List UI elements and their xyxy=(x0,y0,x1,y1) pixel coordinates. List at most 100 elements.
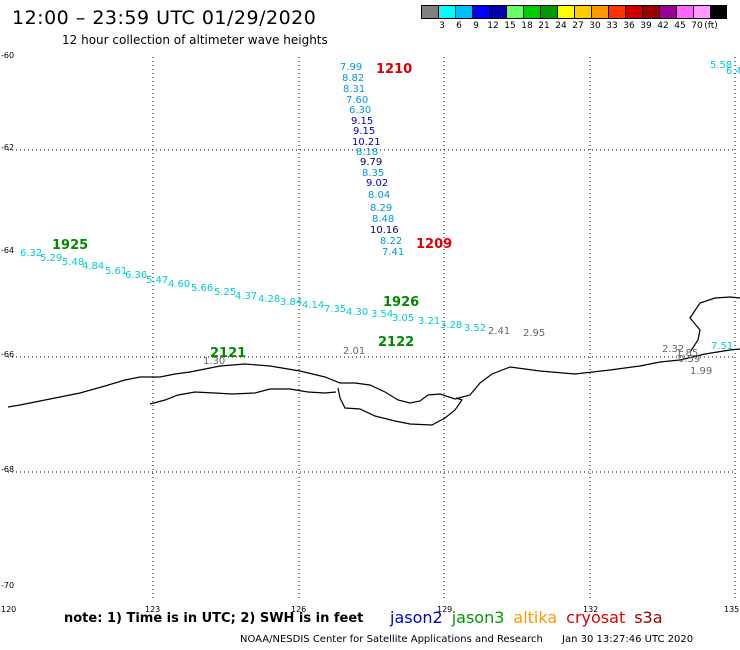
wave-height-value: 8.35 xyxy=(362,168,384,179)
legend-swatch xyxy=(625,5,642,19)
latitude-label: -68 xyxy=(1,465,14,474)
legend-swatch xyxy=(472,5,489,19)
coast-inlet-2 xyxy=(337,387,463,426)
page-subtitle: 12 hour collection of altimeter wave hei… xyxy=(62,33,328,47)
legend-swatch xyxy=(591,5,608,19)
latitude-label: -64 xyxy=(1,246,14,255)
longitude-label: 120 xyxy=(1,605,16,614)
satellite-jason3: jason3 xyxy=(451,608,505,627)
legend-swatch xyxy=(659,5,676,19)
wave-height-value: 2.41 xyxy=(488,326,510,337)
wave-height-value: 3.05 xyxy=(392,313,414,324)
credit-line: NOAA/NESDIS Center for Satellite Applica… xyxy=(240,634,709,645)
wave-height-value: 6.4 xyxy=(726,66,740,77)
wave-height-value: 7.41 xyxy=(382,247,404,258)
legend-label: 3 xyxy=(439,21,445,31)
wave-height-value: 4.37 xyxy=(235,291,257,302)
legend-label: 12 xyxy=(487,21,499,31)
credit-text: NOAA/NESDIS Center for Satellite Applica… xyxy=(240,634,543,645)
wave-height-value: 8.48 xyxy=(372,214,394,225)
wave-height-value: 8.82 xyxy=(342,73,364,84)
legend-swatch xyxy=(608,5,625,19)
wave-height-value: 8.22 xyxy=(380,236,402,247)
satellite-altika: altika xyxy=(513,608,558,627)
legend-label: 45 xyxy=(674,21,686,31)
legend-unit: (ft) xyxy=(704,21,718,31)
wave-height-value: 9.15 xyxy=(353,126,375,137)
wave-height-value: 6.30 xyxy=(349,105,371,116)
legend-swatch xyxy=(421,5,438,19)
wave-height-value: 2.01 xyxy=(343,346,365,357)
latitude-label: -70 xyxy=(1,581,14,590)
longitude-label: 123 xyxy=(145,605,160,614)
legend-swatch xyxy=(574,5,591,19)
wave-height-value: 9.02 xyxy=(366,178,388,189)
longitude-label: 126 xyxy=(291,605,306,614)
map-grid xyxy=(8,57,736,600)
legend-label: 24 xyxy=(555,21,567,31)
wave-height-value: 5.48 xyxy=(62,257,84,268)
legend-swatch xyxy=(489,5,506,19)
wave-height-value: 0.59 xyxy=(678,354,700,365)
longitude-label: 129 xyxy=(437,605,452,614)
legend-label: 27 xyxy=(572,21,584,31)
footer-note: note: 1) Time is in UTC; 2) SWH is in fe… xyxy=(64,611,364,626)
legend-swatch xyxy=(523,5,540,19)
wave-height-value: 10.21 xyxy=(352,137,381,148)
wave-height-value: 6.36 xyxy=(125,270,147,281)
wave-height-value: 1.99 xyxy=(690,366,712,377)
legend-label: 36 xyxy=(623,21,635,31)
coast-inlet-1 xyxy=(149,388,337,405)
wave-height-value: 5.66 xyxy=(191,283,213,294)
wave-height-value: 9.15 xyxy=(351,116,373,127)
wave-height-value: 9.79 xyxy=(360,157,382,168)
pass-time-label: 1926 xyxy=(383,295,419,310)
legend-label: 30 xyxy=(589,21,601,31)
latitude-label: -66 xyxy=(1,350,14,359)
legend-label: 39 xyxy=(640,21,652,31)
wave-height-value: 10.16 xyxy=(370,225,399,236)
antarctic-coastline xyxy=(7,348,740,408)
legend-swatch xyxy=(642,5,659,19)
wave-height-value: 8.18 xyxy=(356,147,378,158)
wave-height-value: 3.28 xyxy=(440,320,462,331)
satellite-cryosat: cryosat xyxy=(566,608,626,627)
wave-height-value: 4.60 xyxy=(168,279,190,290)
wave-height-value: 5.61 xyxy=(105,266,127,277)
coastline xyxy=(7,296,740,426)
pass-time-labels: 1210 1209 1925 1926 2121 2122 xyxy=(52,62,452,361)
legend-swatch xyxy=(693,5,710,19)
legend-swatch xyxy=(710,5,727,19)
island-outline xyxy=(689,296,740,353)
wave-height-value: 2.95 xyxy=(523,328,545,339)
wave-height-value: 5.47 xyxy=(146,275,168,286)
legend-label: 42 xyxy=(657,21,669,31)
page-title: 12:00 – 23:59 UTC 01/29/2020 xyxy=(12,7,317,29)
pass-time-label: 1925 xyxy=(52,238,88,253)
longitude-label: 132 xyxy=(583,605,598,614)
generated-timestamp: Jan 30 13:27:46 UTC 2020 xyxy=(562,634,694,645)
wave-height-value: 5.25 xyxy=(214,287,236,298)
legend-swatch xyxy=(455,5,472,19)
satellite-jason2: jason2 xyxy=(390,608,443,627)
legend-swatch xyxy=(438,5,455,19)
wave-height-value: 4.30 xyxy=(346,307,368,318)
map-axis-labels: -60 -62 -64 -66 -68 -70 120 123 126 129 132 135 xyxy=(1,51,739,614)
legend-swatch xyxy=(540,5,557,19)
wave-height-observations: 7.998.828.317.606.309.159.1510.218.189.7… xyxy=(20,60,740,377)
color-legend xyxy=(421,5,727,19)
legend-label: 6 xyxy=(456,21,462,31)
wave-height-value: 3.21 xyxy=(418,316,440,327)
satellite-legend: jason2 jason3 altika cryosat s3a xyxy=(390,608,672,627)
wave-height-value: 4.28 xyxy=(258,294,280,305)
wave-height-value: 8.29 xyxy=(370,203,392,214)
wave-height-value: 5.29 xyxy=(40,253,62,264)
longitude-label: 135 xyxy=(724,605,739,614)
legend-swatch xyxy=(676,5,693,19)
legend-swatch xyxy=(506,5,523,19)
wave-height-value: 3.84 xyxy=(280,297,302,308)
wave-height-value: 6.32 xyxy=(20,248,42,259)
wave-height-value: 3.52 xyxy=(464,323,486,334)
legend-label: 70 xyxy=(691,21,703,31)
